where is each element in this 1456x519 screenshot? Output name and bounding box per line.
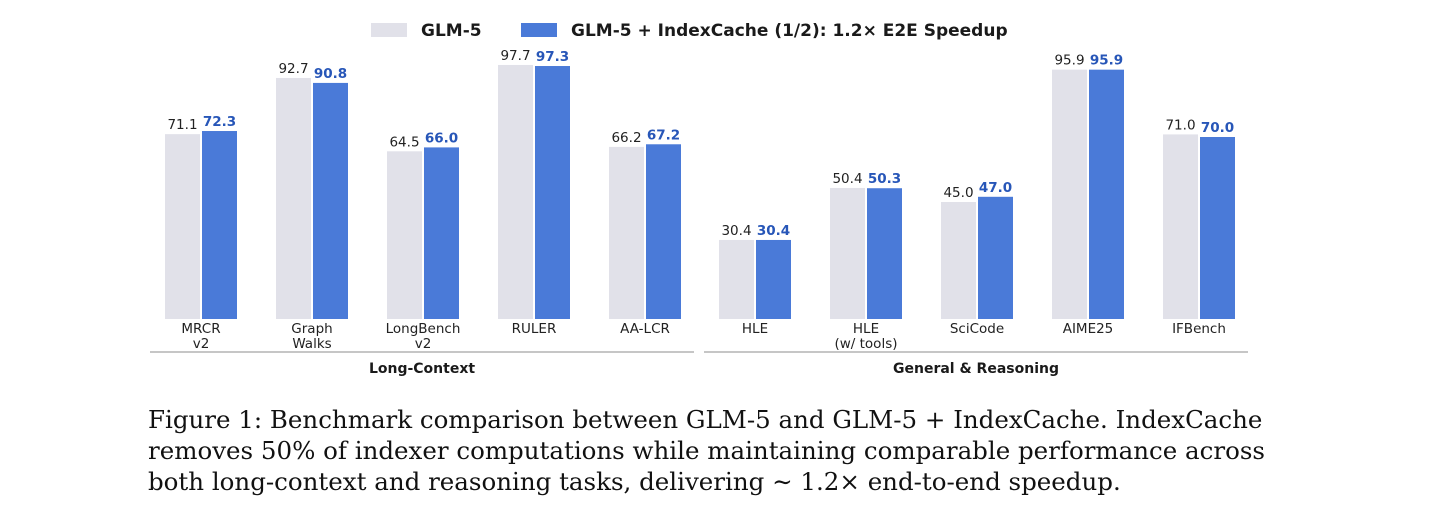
value-label-hle-glm5: 30.4 (721, 223, 751, 239)
value-label-hle-indexcache: 30.4 (757, 223, 790, 239)
tick-label-mrcr-v2-line2: v2 (193, 336, 210, 352)
value-label-aa-lcr-glm5: 66.2 (611, 130, 641, 146)
value-label-hle-w-tools-glm5: 50.4 (832, 171, 862, 187)
value-label-scicode-glm5: 45.0 (943, 185, 973, 201)
value-label-mrcr-v2-indexcache: 72.3 (203, 114, 236, 130)
tick-label-mrcr-v2: MRCR (181, 321, 220, 337)
value-label-graph-walks-glm5: 92.7 (278, 61, 308, 77)
bar-longbench-v2-glm5 (387, 151, 422, 319)
tick-label-aa-lcr: AA-LCR (620, 321, 670, 337)
group-label-general-reasoning: General & Reasoning (893, 361, 1059, 377)
bar-aime25-glm5 (1052, 69, 1087, 319)
value-label-ifbench-glm5: 71.0 (1165, 117, 1195, 133)
legend-label-1: GLM-5 (421, 21, 482, 41)
bar-longbench-v2-indexcache (424, 147, 459, 319)
bar-graph-walks-indexcache (313, 82, 348, 319)
figure-caption: Figure 1: Benchmark comparison between G… (148, 404, 1298, 497)
tick-label-longbench-v2-line2: v2 (415, 336, 432, 352)
legend-label-2: GLM-5 + IndexCache (1/2): 1.2× E2E Speed… (571, 21, 1008, 41)
value-label-ruler-indexcache: 97.3 (536, 49, 569, 65)
tick-label-graph-walks: Graph (291, 321, 332, 337)
bar-mrcr-v2-indexcache (202, 131, 237, 319)
value-label-hle-w-tools-indexcache: 50.3 (868, 171, 901, 187)
value-label-aime25-indexcache: 95.9 (1090, 53, 1123, 69)
caption-line-3: both long-context and reasoning tasks, d… (148, 467, 1121, 496)
benchmark-bar-chart: GLM-5 GLM-5 + IndexCache (1/2): 1.2× E2E … (150, 21, 1248, 377)
tick-label-scicode: SciCode (950, 321, 1004, 337)
tick-label-aime25: AIME25 (1063, 321, 1114, 337)
bar-ifbench-glm5 (1163, 134, 1198, 319)
value-label-longbench-v2-indexcache: 66.0 (425, 130, 458, 146)
tick-label-graph-walks-line2: Walks (292, 336, 331, 352)
bar-ruler-glm5 (498, 64, 533, 319)
legend-swatch-1 (371, 23, 407, 37)
tick-label-ifbench: IFBench (1172, 321, 1226, 337)
tick-label-hle-w-tools: HLE (853, 321, 879, 337)
bar-aa-lcr-glm5 (609, 146, 644, 319)
bar-scicode-glm5 (941, 202, 976, 319)
bar-hle-glm5 (719, 239, 754, 319)
bar-aa-lcr-indexcache (646, 144, 681, 319)
bar-ruler-indexcache (535, 66, 570, 320)
tick-label-hle: HLE (742, 321, 768, 337)
value-label-longbench-v2-glm5: 64.5 (389, 134, 419, 150)
bar-scicode-indexcache (978, 196, 1013, 319)
bar-aime25-indexcache (1089, 69, 1124, 319)
value-label-aime25-glm5: 95.9 (1054, 53, 1084, 69)
value-label-scicode-indexcache: 47.0 (979, 180, 1012, 196)
bar-hle-indexcache (756, 239, 791, 319)
tick-label-hle-w-tools-line2: (w/ tools) (834, 336, 897, 352)
bar-graph-walks-glm5 (276, 77, 311, 319)
bar-hle-w-tools-glm5 (830, 187, 865, 319)
caption-line-1: Figure 1: Benchmark comparison between G… (148, 405, 1263, 434)
value-label-aa-lcr-indexcache: 67.2 (647, 127, 680, 143)
bar-ifbench-indexcache (1200, 137, 1235, 319)
caption-line-2: removes 50% of indexer computations whil… (148, 436, 1265, 465)
bar-hle-w-tools-indexcache (867, 188, 902, 319)
tick-label-ruler: RULER (512, 321, 557, 337)
value-label-ruler-glm5: 97.7 (500, 48, 530, 64)
value-label-ifbench-indexcache: 70.0 (1201, 120, 1234, 136)
tick-label-longbench-v2: LongBench (386, 321, 461, 337)
value-label-mrcr-v2-glm5: 71.1 (167, 117, 197, 133)
legend-swatch-2 (521, 23, 557, 37)
value-label-graph-walks-indexcache: 90.8 (314, 66, 347, 82)
group-label-long-context: Long-Context (369, 361, 475, 377)
bar-mrcr-v2-glm5 (165, 134, 200, 319)
